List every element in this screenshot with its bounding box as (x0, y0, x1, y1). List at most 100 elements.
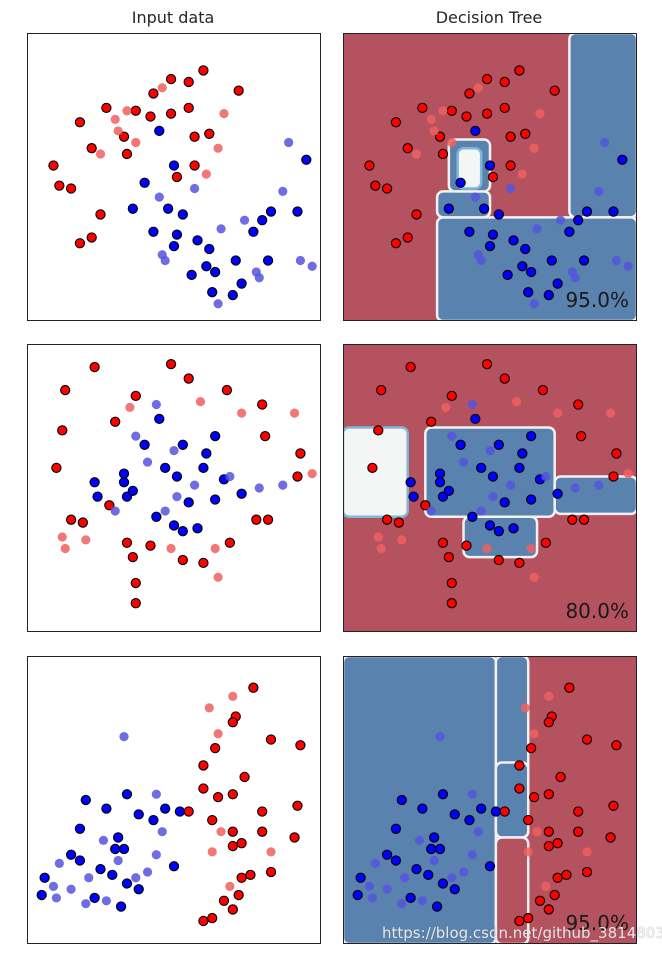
test-point-blue (367, 893, 377, 903)
training-point-blue (508, 523, 519, 534)
training-point-red (481, 359, 493, 370)
training-point-red (487, 171, 499, 183)
training-point-blue (74, 855, 86, 866)
training-point-blue (517, 261, 528, 272)
training-point-blue (118, 468, 130, 479)
test-point-red (110, 114, 120, 124)
test-point-red (213, 143, 223, 153)
training-point-red (54, 180, 65, 191)
test-point-red (266, 847, 276, 857)
test-point-blue (364, 881, 375, 892)
plot-area (343, 33, 637, 321)
training-point-blue (183, 497, 194, 508)
training-point-red (573, 399, 584, 410)
test-point-red (125, 402, 135, 412)
test-point-blue (555, 215, 566, 225)
training-point-blue (552, 278, 563, 289)
training-point-red (110, 416, 121, 427)
training-point-blue (89, 892, 100, 904)
training-point-red (573, 806, 584, 817)
training-point-blue (493, 439, 504, 450)
training-point-blue (177, 526, 188, 537)
training-point-blue (36, 889, 47, 901)
test-point-blue (435, 732, 445, 742)
test-point-red (157, 83, 167, 93)
training-point-red (236, 838, 247, 849)
training-point-blue (426, 843, 437, 855)
training-point-red (528, 791, 540, 803)
test-point-blue (110, 506, 120, 516)
training-point-red (381, 514, 393, 525)
test-point-blue (213, 299, 223, 309)
test-point-red (429, 126, 439, 136)
test-point-red (373, 532, 383, 542)
training-point-red (218, 895, 230, 906)
training-point-red (165, 359, 177, 370)
training-point-blue (455, 439, 466, 450)
decision-region-blue (494, 761, 530, 839)
training-point-red (543, 717, 554, 728)
training-point-red (207, 912, 218, 924)
test-point-blue (473, 827, 483, 837)
plot-area (27, 33, 321, 321)
panels: 95.0% 80.0% 95.0% (27, 33, 637, 944)
training-point-red (540, 537, 552, 548)
training-point-blue (227, 289, 238, 301)
test-point-blue (81, 899, 91, 909)
training-point-blue (405, 892, 416, 904)
training-point-blue (499, 497, 510, 508)
training-point-blue (390, 823, 402, 834)
training-point-red (183, 373, 194, 384)
training-point-red (118, 131, 130, 142)
test-point-red (426, 114, 436, 124)
training-point-blue (192, 523, 203, 534)
training-point-red (514, 783, 525, 794)
test-point-red (289, 408, 300, 418)
training-point-blue (207, 287, 218, 298)
training-point-red (74, 117, 86, 128)
training-point-red (292, 800, 303, 811)
test-point-red (207, 847, 217, 857)
training-point-blue (262, 255, 274, 266)
test-point-blue (467, 789, 477, 799)
test-point-blue (397, 899, 407, 909)
training-point-red (101, 102, 112, 114)
test-point-blue (458, 867, 469, 877)
training-point-red (245, 869, 256, 881)
test-point-red (447, 137, 457, 148)
test-point-blue (567, 267, 577, 277)
training-point-red (608, 471, 619, 482)
training-point-red (177, 554, 188, 566)
test-point-blue (216, 224, 226, 234)
training-point-red (236, 872, 247, 883)
training-point-red (295, 740, 306, 751)
training-point-blue (470, 125, 481, 137)
training-point-red (549, 889, 560, 901)
plot-background (27, 656, 321, 944)
training-point-red (464, 88, 475, 99)
test-point-red (204, 703, 214, 713)
test-point-red (95, 149, 106, 159)
training-point-red (367, 462, 378, 473)
training-point-red (443, 551, 454, 563)
test-point-blue (429, 855, 439, 866)
training-point-red (552, 838, 563, 849)
training-point-red (265, 866, 277, 878)
training-point-blue (467, 511, 478, 522)
training-point-red (370, 180, 381, 191)
test-point-blue (113, 855, 123, 866)
training-point-blue (236, 488, 247, 499)
training-point-red (373, 425, 384, 436)
training-point-blue (428, 832, 440, 843)
test-point-blue (48, 881, 59, 892)
training-point-blue (411, 863, 422, 875)
training-point-red (65, 183, 77, 194)
training-point-red (165, 108, 177, 119)
training-point-red (239, 771, 250, 783)
test-point-blue (382, 884, 392, 894)
training-point-blue (434, 477, 446, 488)
training-point-blue (148, 815, 159, 826)
training-point-red (121, 148, 133, 160)
training-point-blue (168, 160, 180, 171)
watermark-text: https://blog.csdn.net/github_38148039 (382, 924, 662, 942)
